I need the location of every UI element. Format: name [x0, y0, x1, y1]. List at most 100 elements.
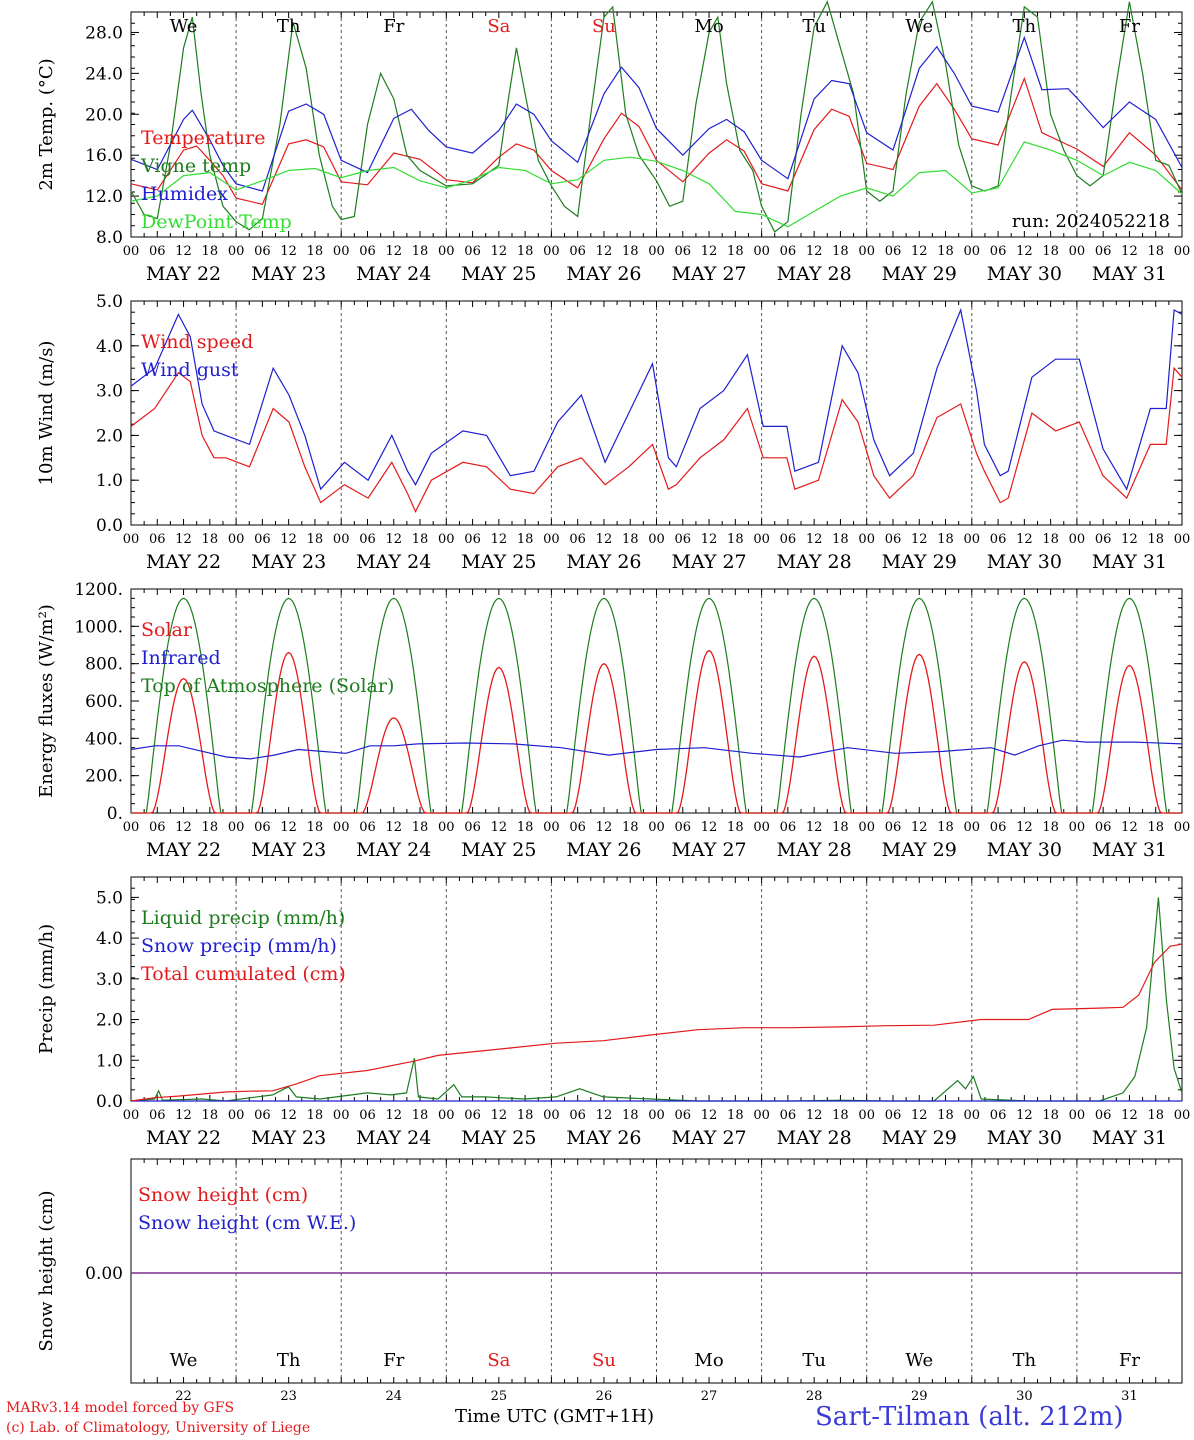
date-label: MAY 30	[987, 263, 1062, 285]
hour-label: 00	[1069, 1108, 1086, 1123]
toa-curve	[551, 597, 657, 814]
date-label: MAY 25	[461, 1127, 536, 1149]
hour-label: 18	[1147, 820, 1164, 835]
hour-label: 12	[1016, 1108, 1033, 1123]
hour-label: 00	[333, 1108, 350, 1123]
plot-frame	[130, 11, 1183, 238]
hour-label: 12	[385, 532, 402, 547]
date-label: MAY 22	[146, 1127, 221, 1149]
hour-label: 18	[937, 1108, 954, 1123]
hour-label: 06	[990, 1108, 1007, 1123]
hour-label: 00	[1069, 244, 1086, 259]
y-tick-label: 5.0	[96, 292, 123, 312]
hour-label: 06	[464, 820, 481, 835]
hour-label: 18	[1042, 532, 1059, 547]
date-label: MAY 26	[566, 551, 641, 573]
date-label: MAY 27	[671, 1127, 746, 1149]
plot-frame	[130, 588, 1183, 814]
hour-label: 18	[1042, 820, 1059, 835]
legend-entry: Snow height (cm W.E.)	[138, 1212, 356, 1234]
y-tick-label: 800.	[85, 655, 123, 675]
date-label: MAY 28	[777, 263, 852, 285]
day-label: We	[170, 16, 198, 37]
hour-label: 00	[648, 820, 665, 835]
y-tick-label: 1200.	[74, 580, 123, 600]
hour-label: 00	[543, 820, 560, 835]
hour-label: 18	[622, 820, 639, 835]
day-label: Su	[592, 1350, 616, 1371]
date-label: MAY 29	[882, 1127, 957, 1149]
date-label: MAY 29	[882, 839, 957, 861]
hour-label: 18	[727, 244, 744, 259]
hour-label: 18	[622, 532, 639, 547]
hour-label: 12	[596, 244, 613, 259]
hour-label: 12	[806, 244, 823, 259]
hour-label: 18	[727, 820, 744, 835]
hour-label: 06	[990, 820, 1007, 835]
hour-label: 06	[569, 244, 586, 259]
hour-label: 06	[1095, 244, 1112, 259]
day-label: Fr	[1119, 16, 1140, 37]
hour-label: 00	[438, 1108, 455, 1123]
legend-entry: Snow precip (mm/h)	[141, 935, 337, 957]
legend-entry: Temperature	[141, 127, 265, 149]
hour-label: 06	[464, 532, 481, 547]
hour-label: 18	[517, 820, 534, 835]
date-label: MAY 30	[987, 1127, 1062, 1149]
panel-energy	[130, 588, 1183, 814]
model-credit: MARv3.14 model forced by GFS	[6, 1400, 235, 1416]
hour-label: 18	[1042, 244, 1059, 259]
y-tick-label: 28.0	[85, 23, 123, 43]
date-label: MAY 28	[777, 839, 852, 861]
infrared-line	[130, 739, 1183, 760]
hour-label: 12	[175, 244, 192, 259]
y-tick-label: 8.0	[96, 228, 123, 248]
legend-entry: Solar	[141, 619, 193, 641]
day-label: Th	[1013, 1350, 1037, 1371]
y-tick-label: 0.	[107, 804, 123, 824]
hour-label: 18	[832, 1108, 849, 1123]
plot-frame	[130, 300, 1183, 526]
solar-curve	[131, 677, 237, 814]
date-label: MAY 25	[461, 551, 536, 573]
day-number: 27	[701, 1389, 718, 1404]
hour-label: 12	[911, 244, 928, 259]
station-label: Sart-Tilman (alt. 212m)	[815, 1402, 1124, 1432]
legend-entry: Wind gust	[141, 359, 239, 381]
date-label: MAY 29	[882, 263, 957, 285]
hour-label: 06	[254, 820, 271, 835]
hour-label: 06	[990, 244, 1007, 259]
hour-label: 18	[517, 532, 534, 547]
hour-label: 06	[464, 244, 481, 259]
hour-label: 12	[911, 1108, 928, 1123]
y-axis-label: Snow height (cm)	[36, 1190, 57, 1351]
hour-label: 18	[727, 1108, 744, 1123]
date-label: MAY 23	[251, 263, 326, 285]
y-tick-label: 4.0	[96, 337, 123, 357]
hour-label: 18	[937, 820, 954, 835]
day-number: 30	[1016, 1389, 1033, 1404]
hour-label: 12	[491, 1108, 508, 1123]
date-label: MAY 27	[671, 839, 746, 861]
y-tick-label: 1.0	[96, 471, 123, 491]
day-label: We	[905, 16, 933, 37]
hour-label: 06	[780, 532, 797, 547]
y-axis-label: Energy fluxes (W/m²)	[36, 604, 57, 798]
lab-credit: (c) Lab. of Climatology, University of L…	[6, 1420, 311, 1436]
hour-label: 06	[885, 532, 902, 547]
series-line	[130, 141, 1183, 228]
hour-label: 06	[149, 532, 166, 547]
date-label: MAY 26	[566, 1127, 641, 1149]
hour-label: 06	[885, 244, 902, 259]
toa-curve	[446, 597, 552, 814]
hour-label: 00	[1069, 532, 1086, 547]
hour-label: 00	[964, 820, 981, 835]
day-label: Mo	[694, 1350, 723, 1371]
y-tick-label: 4.0	[96, 929, 123, 949]
hour-label: 00	[964, 244, 981, 259]
day-label: Th	[277, 16, 301, 37]
date-label: MAY 24	[356, 551, 431, 573]
x-axis-title: Time UTC (GMT+1H)	[455, 1406, 654, 1427]
hour-label: 00	[438, 820, 455, 835]
hour-label: 00	[123, 532, 140, 547]
